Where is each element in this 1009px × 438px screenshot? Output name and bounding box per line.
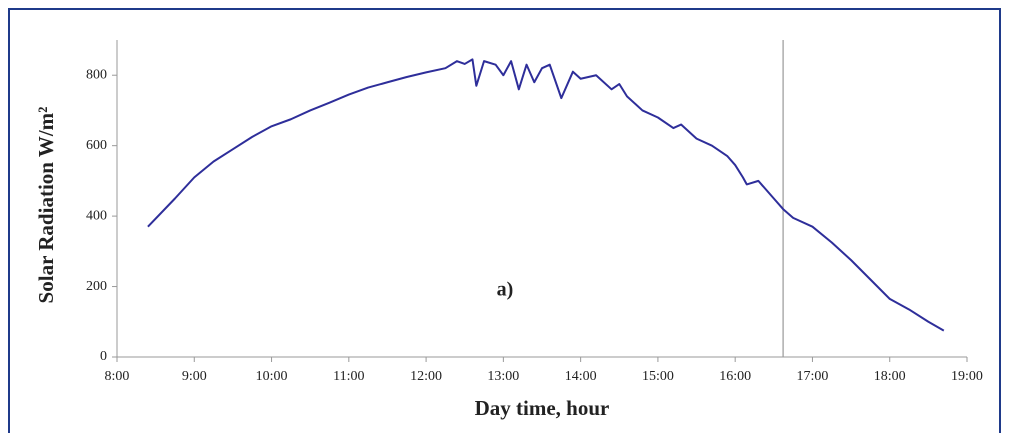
y-tick-label: 600 [86, 138, 107, 153]
x-tick-label: 13:00 [487, 369, 519, 384]
x-axis-title: Day time, hour [475, 396, 610, 420]
x-tick-label: 11:00 [333, 369, 364, 384]
x-tick-label: 14:00 [565, 369, 597, 384]
x-tick-label: 15:00 [642, 369, 674, 384]
data-line [147, 58, 945, 332]
x-tick-label: 10:00 [256, 369, 288, 384]
annotation: a) [497, 279, 514, 301]
y-tick-label: 0 [100, 349, 107, 364]
x-tick-label: 9:00 [182, 369, 207, 384]
y-tick-label: 800 [86, 67, 107, 82]
y-axis-title: Solar Radiation W/m² [34, 107, 58, 304]
x-tick-label: 19:00 [951, 369, 983, 384]
x-tick-label: 17:00 [797, 369, 829, 384]
x-tick-label: 12:00 [410, 369, 442, 384]
x-tick-label: 8:00 [105, 369, 130, 384]
x-tick-label: 18:00 [874, 369, 906, 384]
y-tick-label: 400 [86, 208, 107, 223]
frame [8, 8, 1001, 438]
y-tick-label: 200 [86, 279, 107, 294]
x-tick-label: 16:00 [719, 369, 751, 384]
